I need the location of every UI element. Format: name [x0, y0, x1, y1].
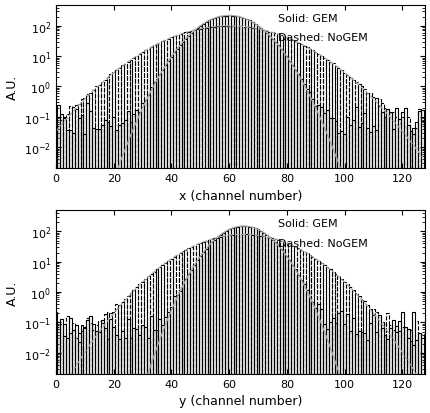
- Text: Solid: GEM: Solid: GEM: [277, 219, 337, 229]
- X-axis label: y (channel number): y (channel number): [178, 394, 302, 408]
- Y-axis label: A.U.: A.U.: [6, 280, 18, 305]
- Text: Dashed: NoGEM: Dashed: NoGEM: [277, 238, 366, 249]
- Y-axis label: A.U.: A.U.: [6, 75, 18, 100]
- X-axis label: x (channel number): x (channel number): [178, 190, 302, 202]
- Text: Dashed: NoGEM: Dashed: NoGEM: [277, 33, 366, 43]
- Text: Solid: GEM: Solid: GEM: [277, 14, 337, 24]
